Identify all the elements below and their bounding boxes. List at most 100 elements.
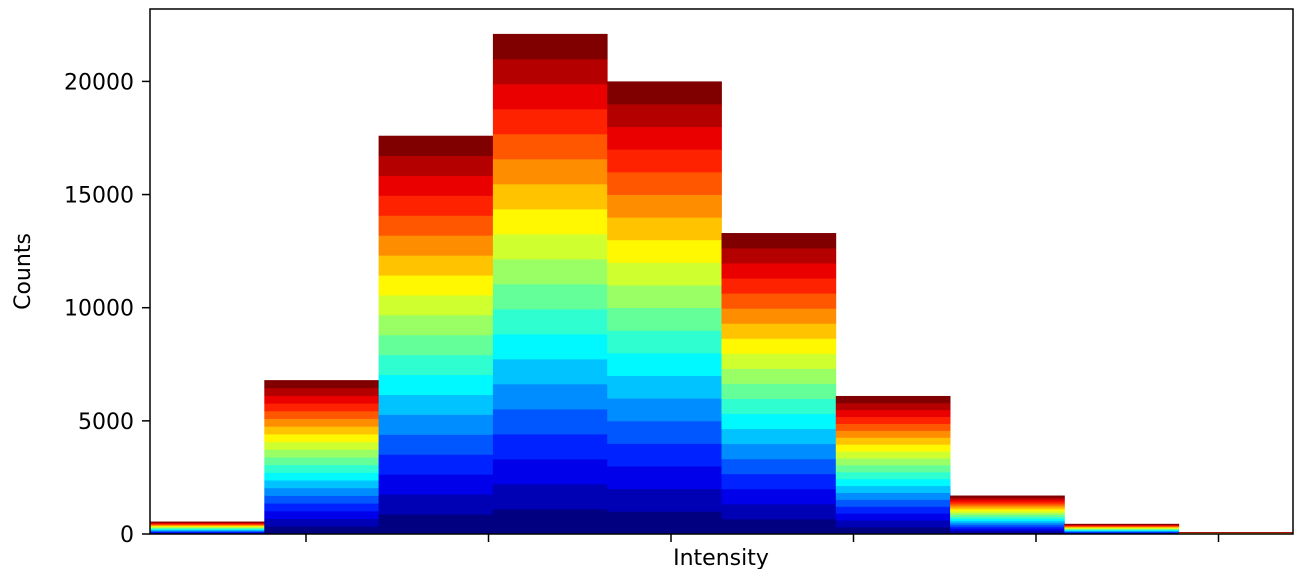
bar-segment	[150, 529, 265, 531]
bar-segment	[150, 529, 265, 531]
bar-segment	[950, 518, 1065, 521]
bar-segment	[721, 428, 837, 445]
bar-segment	[1064, 529, 1180, 531]
y-tick-label: 10000	[64, 297, 134, 322]
bar-segment	[721, 488, 837, 505]
bar-segment	[835, 402, 951, 411]
bar-segment	[150, 525, 265, 527]
bar-segment	[607, 375, 722, 399]
bar-segment	[835, 471, 951, 480]
bar-segment	[950, 505, 1065, 508]
bar-segment	[150, 526, 265, 528]
bar-segment	[835, 485, 951, 493]
bar-segment	[1064, 531, 1180, 533]
bar-segment	[264, 433, 379, 443]
bar-segment	[721, 503, 837, 520]
bar-segment	[150, 521, 265, 523]
bar-segment	[378, 215, 494, 236]
bar-segment	[492, 358, 608, 385]
bar-segment	[835, 520, 951, 528]
y-axis-title: Counts	[11, 233, 36, 310]
bars-group	[150, 33, 1294, 535]
bar-segment	[492, 58, 608, 85]
bar-segment	[1064, 524, 1180, 526]
y-ticks-group: 0 5000 10000 15000 20000	[64, 70, 150, 548]
bar-segment	[492, 133, 608, 160]
bar-segment	[607, 217, 722, 241]
bar-segment	[1064, 531, 1180, 533]
bar-segment	[607, 420, 722, 444]
bar-segment	[721, 518, 837, 535]
bar-segment	[607, 194, 722, 218]
bar-segment	[378, 314, 494, 336]
bar-segment	[721, 323, 837, 339]
bar-segment	[492, 108, 608, 135]
bar-segment	[378, 295, 494, 316]
bar-segment	[264, 480, 379, 489]
bar-segment	[607, 285, 722, 309]
bar-segment	[607, 104, 722, 128]
bar-segment	[721, 443, 837, 460]
bar-segment	[264, 503, 379, 512]
bar-segment	[1064, 523, 1180, 525]
y-tick-label: 5000	[78, 410, 134, 435]
bar-segment	[264, 410, 379, 419]
bar-bin-5	[607, 81, 722, 535]
bar-segment	[150, 525, 265, 527]
bar-segment	[492, 483, 608, 510]
bar-bin-1	[150, 521, 265, 535]
bar-segment	[950, 508, 1065, 512]
bar-segment	[378, 494, 494, 515]
bar-segment	[492, 408, 608, 435]
bar-segment	[378, 155, 494, 176]
bar-segment	[835, 395, 951, 404]
bar-segment	[1064, 527, 1180, 529]
bar-segment	[492, 458, 608, 485]
bar-segment	[264, 403, 379, 412]
bar-segment	[835, 423, 951, 431]
bar-segment	[607, 398, 722, 422]
bar-segment	[950, 528, 1065, 531]
bar-segment	[264, 387, 379, 396]
bar-segment	[721, 413, 837, 430]
x-axis-title: Intensity	[673, 546, 769, 569]
bar-segment	[721, 233, 837, 249]
bar-segment	[264, 418, 379, 427]
bar-segment	[835, 527, 951, 535]
bar-segment	[264, 518, 379, 527]
bar-segment	[150, 524, 265, 526]
bar-segment	[1064, 525, 1180, 527]
bar-segment	[1064, 525, 1180, 527]
bar-segment	[264, 457, 379, 466]
bar-segment	[264, 380, 379, 389]
bar-segment	[378, 474, 494, 495]
bar-segment	[150, 531, 265, 533]
bar-segment	[150, 532, 265, 534]
bar-segment	[1064, 532, 1180, 534]
bar-segment	[150, 522, 265, 524]
bar-segment	[264, 464, 379, 473]
bar-segment	[264, 441, 379, 450]
bar-segment	[264, 487, 379, 496]
bar-segment	[950, 503, 1065, 506]
bar-segment	[1064, 528, 1180, 530]
bar-segment	[607, 81, 722, 105]
bar-segment	[721, 293, 837, 309]
bar-segment	[607, 126, 722, 150]
bar-segment	[835, 444, 951, 452]
bar-segment	[607, 307, 722, 331]
bar-segment	[378, 175, 494, 196]
bar-segment	[1064, 529, 1180, 531]
bar-segment	[264, 472, 379, 481]
bar-segment	[492, 258, 608, 285]
bar-segment	[721, 368, 837, 384]
bar-bin-4	[492, 33, 608, 535]
bar-segment	[950, 501, 1065, 504]
bar-segment	[721, 458, 837, 475]
bar-segment	[492, 433, 608, 460]
bar-bin-9	[1064, 523, 1180, 535]
bar-segment	[835, 416, 951, 424]
bar-segment	[378, 374, 494, 395]
bar-segment	[378, 275, 494, 296]
